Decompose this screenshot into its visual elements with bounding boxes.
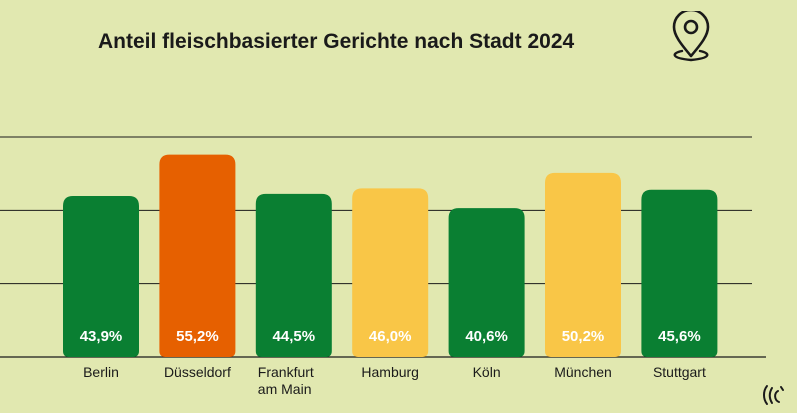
data-label: 45,6% xyxy=(658,328,701,345)
tick-label: München xyxy=(554,364,612,380)
tick-label: Köln xyxy=(473,364,501,380)
bar-3 xyxy=(255,193,332,357)
brand-logo-icon xyxy=(763,385,784,405)
bar-2 xyxy=(159,154,236,357)
data-label: 43,9% xyxy=(80,328,123,345)
data-label: 55,2% xyxy=(176,328,219,345)
tick-label: Frankfurt xyxy=(258,364,314,380)
data-label: 50,2% xyxy=(562,328,605,345)
bar-1 xyxy=(63,196,139,357)
chart-title: Anteil fleischbasierter Gerichte nach St… xyxy=(98,30,575,53)
data-label: 40,6% xyxy=(465,328,508,345)
data-label: 46,0% xyxy=(369,328,412,345)
tick-label: Hamburg xyxy=(361,364,419,380)
bar-4 xyxy=(352,188,429,357)
location-pin-icon xyxy=(672,11,710,62)
tick-label: Berlin xyxy=(83,364,119,380)
tick-label: Düsseldorf xyxy=(164,364,231,380)
tick-label: Stuttgart xyxy=(653,364,706,380)
bar-6 xyxy=(545,172,621,357)
tick-label: am Main xyxy=(258,381,312,397)
bar-5 xyxy=(448,208,525,357)
bar-7 xyxy=(641,189,718,357)
data-label: 44,5% xyxy=(273,328,316,345)
